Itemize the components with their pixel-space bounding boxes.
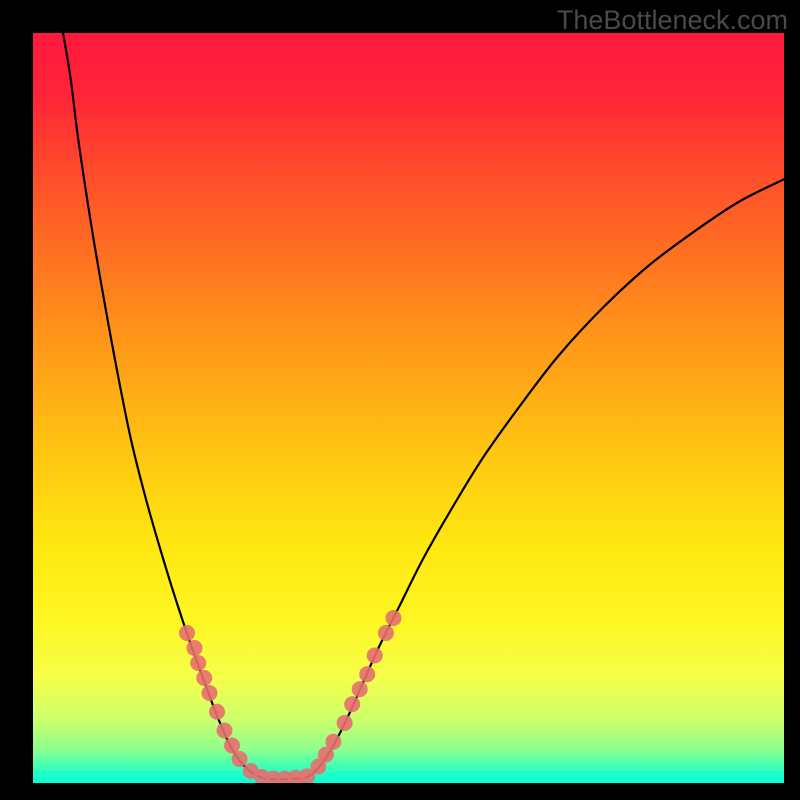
data-dot <box>186 640 202 656</box>
data-dot <box>209 704 225 720</box>
chart-container: TheBottleneck.com <box>0 0 800 800</box>
data-dot <box>352 681 368 697</box>
data-dot <box>385 610 401 626</box>
data-dot <box>179 625 195 641</box>
data-dot <box>224 738 240 754</box>
data-dot <box>367 648 383 664</box>
data-dot <box>201 685 217 701</box>
data-dot <box>337 715 353 731</box>
data-dot <box>217 723 233 739</box>
plot-svg <box>33 33 784 783</box>
data-dot <box>359 666 375 682</box>
data-dot <box>344 696 360 712</box>
data-dot <box>196 670 212 686</box>
data-dot <box>190 655 206 671</box>
gradient-background <box>33 33 784 783</box>
plot-area <box>33 33 784 783</box>
data-dot <box>325 734 341 750</box>
data-dot <box>232 751 248 767</box>
data-dot <box>378 625 394 641</box>
watermark-text: TheBottleneck.com <box>557 5 788 36</box>
